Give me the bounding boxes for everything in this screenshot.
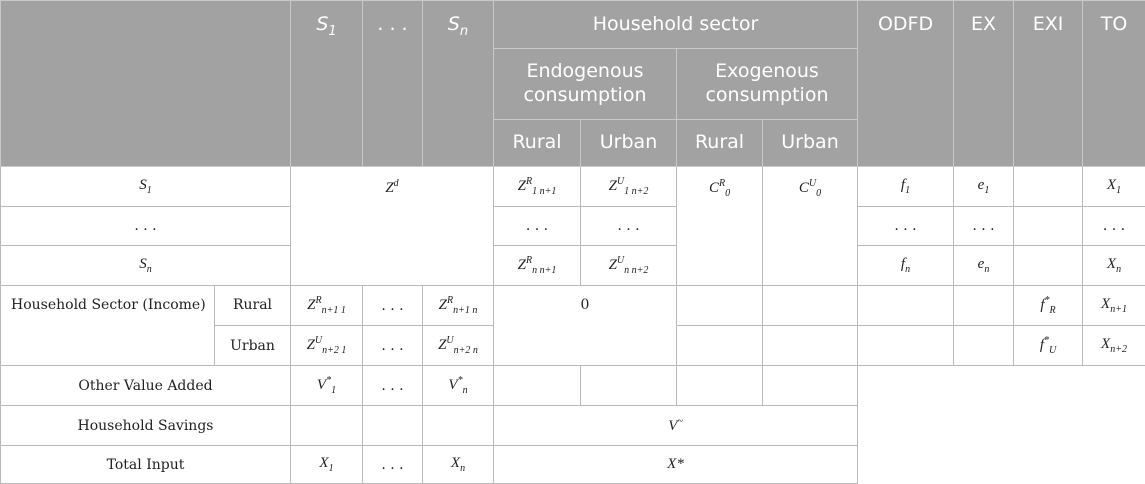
- cell-blank-v2: [580, 365, 677, 406]
- cell-blank-s1: [290, 405, 363, 446]
- row-label-total-input: Total Input: [0, 445, 291, 484]
- col-header-dots: . . .: [362, 0, 423, 167]
- cell-c0u: CU0: [761, 166, 859, 286]
- cell-exi-dots: [1013, 206, 1084, 246]
- col-header-exogenous: Exogenous consumption: [675, 48, 859, 120]
- cell-dots-4: . . .: [953, 206, 1015, 246]
- cell-zn-n2: ZUn n+2: [580, 245, 677, 286]
- cell-x1-total: X1: [290, 445, 363, 484]
- cell-zero: 0: [493, 285, 677, 366]
- row-label-urban: Urban: [214, 325, 291, 366]
- row-label-other-value-added: Other Value Added: [0, 365, 291, 406]
- cell-dots-3: . . .: [857, 206, 955, 246]
- cell-zn-n1: ZRn n+1: [493, 245, 581, 286]
- col-header-s1: S1: [290, 0, 363, 167]
- row-label-dots: . . .: [0, 206, 291, 246]
- cell-blank-corner: [857, 365, 1145, 484]
- cell-zd: Zd: [290, 166, 494, 286]
- cell-zn2-n: ZUn+2 n: [422, 325, 494, 366]
- cell-xstar: X*: [492, 445, 859, 484]
- col-header-exi: EXI: [1013, 0, 1084, 167]
- cell-dots-5: . . .: [1082, 206, 1145, 246]
- row-label-rural: Rural: [214, 285, 291, 326]
- cell-blank-v4: [761, 365, 859, 406]
- cell-zn1-1: ZRn+1 1: [290, 285, 363, 326]
- col-header-odfd: ODFD: [857, 0, 955, 167]
- cell-zn2-1: ZUn+2 1: [290, 325, 363, 366]
- row-label-sn: Sn: [0, 245, 291, 286]
- cell-fn: fn: [857, 245, 955, 286]
- cell-dots-r: . . .: [362, 285, 423, 326]
- corner-cell: [0, 0, 291, 167]
- cell-en: en: [953, 245, 1015, 286]
- cell-blank-r2: [761, 285, 859, 326]
- cell-blank-v1: [493, 365, 581, 406]
- cell-blank-u2: [761, 325, 859, 366]
- cell-c0r: CR0: [676, 166, 763, 286]
- col-header-to: TO: [1082, 0, 1145, 167]
- cell-z1-n2: ZU1 n+2: [580, 166, 677, 207]
- cell-dots-2: . . .: [580, 206, 677, 246]
- cell-v1: V*1: [290, 365, 363, 406]
- cell-dots-1: . . .: [493, 206, 581, 246]
- cell-blank-u4: [953, 325, 1015, 366]
- cell-vtilde: V~: [492, 405, 859, 446]
- cell-blank-s3: [422, 405, 494, 446]
- cell-blank-s2: [362, 405, 423, 446]
- col-header-endo-rural: Rural: [493, 119, 581, 167]
- cell-exi-1: [1013, 166, 1084, 207]
- cell-z1-n1: ZR1 n+1: [493, 166, 581, 207]
- cell-xn1: Xn+1: [1082, 285, 1145, 326]
- cell-x1: X1: [1082, 166, 1145, 207]
- cell-exi-n: [1013, 245, 1084, 286]
- cell-xn-total: Xn: [422, 445, 494, 484]
- cell-dots-t: . . .: [362, 445, 423, 484]
- col-header-sn: Sn: [422, 0, 494, 167]
- row-label-s1: S1: [0, 166, 291, 207]
- cell-zn1-n: ZRn+1 n: [422, 285, 494, 326]
- cell-dots-v: . . .: [362, 365, 423, 406]
- col-header-exo-urban: Urban: [761, 119, 859, 167]
- col-header-endogenous: Endogenous consumption: [493, 48, 677, 120]
- cell-dots-u: . . .: [362, 325, 423, 366]
- col-header-ex: EX: [953, 0, 1015, 167]
- cell-blank-r4: [953, 285, 1015, 326]
- cell-blank-r1: [676, 285, 763, 326]
- cell-xn2: Xn+2: [1082, 325, 1145, 366]
- col-header-household-sector: Household sector: [492, 0, 859, 49]
- cell-e1: e1: [953, 166, 1015, 207]
- cell-f1: f1: [857, 166, 955, 207]
- cell-blank-v3: [676, 365, 763, 406]
- row-label-household-income: Household Sector (Income): [0, 285, 215, 366]
- cell-blank-r3: [857, 285, 955, 326]
- col-header-endo-urban: Urban: [580, 119, 677, 167]
- cell-vn: V*n: [422, 365, 494, 406]
- cell-blank-u3: [857, 325, 955, 366]
- col-header-exo-rural: Rural: [676, 119, 763, 167]
- cell-blank-u1: [676, 325, 763, 366]
- cell-fu: f*U: [1013, 325, 1084, 366]
- cell-fr: f*R: [1013, 285, 1084, 326]
- cell-xn: Xn: [1082, 245, 1145, 286]
- row-label-household-savings: Household Savings: [0, 405, 291, 446]
